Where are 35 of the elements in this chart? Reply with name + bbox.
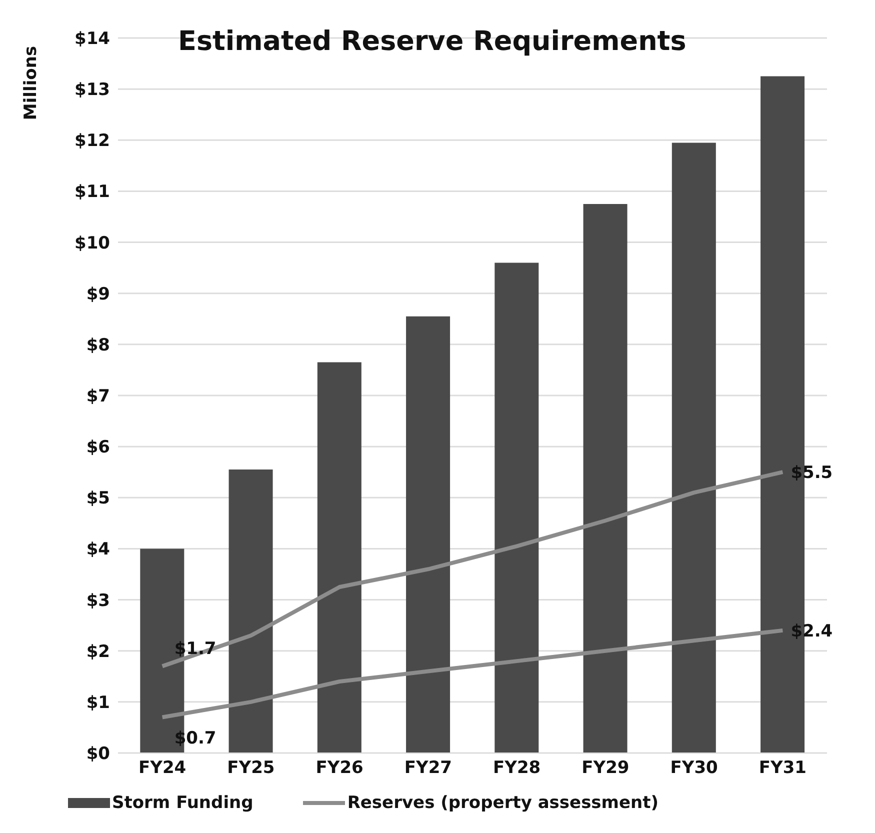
line-series	[160, 628, 785, 720]
y-tick-label: $5	[86, 488, 110, 509]
bar	[494, 262, 539, 753]
y-tick-label: $13	[74, 80, 110, 100]
bar	[317, 362, 362, 753]
chart-title: Estimated Reserve Requirements	[178, 26, 686, 57]
legend-label: Storm Funding	[112, 793, 254, 813]
bar	[228, 470, 273, 753]
y-tick-label: $3	[86, 590, 110, 611]
y-tick-label: $12	[74, 131, 110, 152]
x-tick-label: FY31	[758, 758, 806, 778]
y-tick-label: $2	[86, 642, 110, 662]
legend-label: Reserves (property assessment)	[347, 793, 659, 813]
x-tick-label: FY25	[227, 758, 275, 778]
bar	[583, 204, 628, 753]
y-tick-label: $0	[86, 744, 110, 764]
y-tick-label: $14	[74, 29, 110, 50]
x-tick-label: FY24	[138, 758, 186, 778]
bar	[672, 142, 716, 753]
y-axis-title: Millions	[21, 46, 42, 120]
x-tick-label: FY27	[404, 758, 452, 778]
y-tick-label: $11	[74, 182, 110, 202]
line-series	[160, 470, 785, 668]
x-tick-label: FY30	[670, 758, 718, 778]
y-tick-label: $8	[86, 335, 110, 356]
x-tick-label: FY28	[493, 758, 541, 778]
y-tick-label: $10	[74, 233, 110, 254]
x-tick-label: FY26	[316, 758, 364, 778]
x-tick-label: FY29	[582, 758, 630, 778]
y-tick-label: $4	[86, 540, 110, 560]
y-tick-label: $7	[86, 386, 110, 407]
y-tick-label: $1	[86, 692, 110, 713]
y-tick-label: $6	[86, 438, 110, 458]
y-tick-label: $9	[86, 284, 110, 304]
bar	[406, 316, 450, 753]
